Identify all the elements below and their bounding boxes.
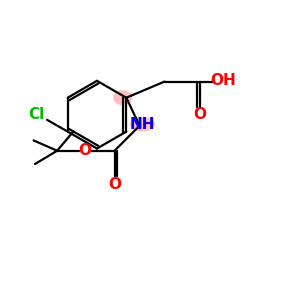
- Text: Cl: Cl: [28, 107, 44, 122]
- Text: NH: NH: [130, 117, 155, 132]
- Ellipse shape: [130, 117, 155, 132]
- Ellipse shape: [113, 90, 132, 105]
- Text: O: O: [108, 176, 121, 191]
- Text: O: O: [194, 107, 206, 122]
- Text: OH: OH: [211, 73, 236, 88]
- Text: O: O: [79, 143, 92, 158]
